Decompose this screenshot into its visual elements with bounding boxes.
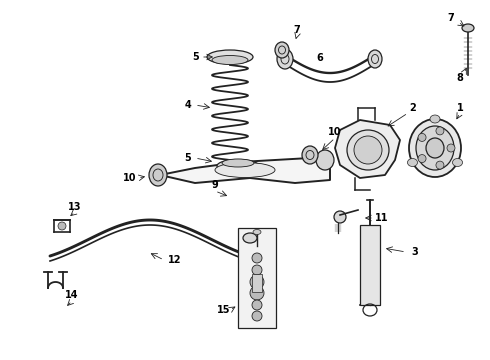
Ellipse shape	[408, 158, 417, 166]
Ellipse shape	[217, 159, 259, 172]
Circle shape	[252, 311, 262, 321]
Ellipse shape	[426, 138, 444, 158]
Text: 5: 5	[193, 52, 199, 62]
Bar	[238, 228, 276, 328]
Text: 10: 10	[123, 173, 137, 183]
Ellipse shape	[409, 119, 461, 177]
Circle shape	[252, 300, 262, 310]
Text: 12: 12	[168, 255, 182, 265]
Ellipse shape	[302, 146, 318, 164]
Ellipse shape	[58, 222, 66, 230]
Text: 15: 15	[217, 305, 231, 315]
Bar	[252, 274, 262, 292]
Ellipse shape	[275, 42, 289, 58]
Circle shape	[252, 265, 262, 275]
Circle shape	[436, 161, 444, 169]
Polygon shape	[160, 158, 330, 183]
Text: 3: 3	[412, 247, 418, 257]
Ellipse shape	[222, 159, 254, 167]
Ellipse shape	[430, 115, 440, 123]
Text: 4: 4	[185, 100, 192, 110]
Ellipse shape	[207, 50, 253, 64]
Ellipse shape	[368, 50, 382, 68]
Ellipse shape	[253, 230, 261, 234]
Text: 14: 14	[65, 290, 79, 300]
Text: 8: 8	[457, 73, 464, 83]
Text: 1: 1	[457, 103, 464, 113]
Circle shape	[252, 253, 262, 263]
Circle shape	[418, 154, 426, 163]
Ellipse shape	[462, 24, 474, 32]
Text: 9: 9	[212, 180, 219, 190]
Circle shape	[436, 127, 444, 135]
Text: 13: 13	[68, 202, 82, 212]
Ellipse shape	[243, 233, 257, 243]
Ellipse shape	[149, 164, 167, 186]
Ellipse shape	[347, 130, 389, 170]
Text: 5: 5	[185, 153, 192, 163]
Text: 11: 11	[375, 213, 389, 223]
Ellipse shape	[453, 158, 463, 166]
Polygon shape	[335, 120, 400, 178]
Circle shape	[418, 134, 426, 141]
Circle shape	[447, 144, 455, 152]
Bar	[360, 225, 380, 305]
Circle shape	[250, 275, 264, 289]
Ellipse shape	[277, 49, 293, 69]
Text: 7: 7	[448, 13, 454, 23]
Ellipse shape	[416, 126, 454, 170]
Text: 7: 7	[294, 25, 300, 35]
Circle shape	[250, 286, 264, 300]
Text: 2: 2	[410, 103, 416, 113]
Text: 6: 6	[317, 53, 323, 63]
Ellipse shape	[212, 55, 248, 64]
Ellipse shape	[354, 136, 382, 164]
Text: 10: 10	[328, 127, 342, 137]
Ellipse shape	[215, 162, 275, 177]
Circle shape	[334, 211, 346, 223]
Ellipse shape	[316, 150, 334, 170]
